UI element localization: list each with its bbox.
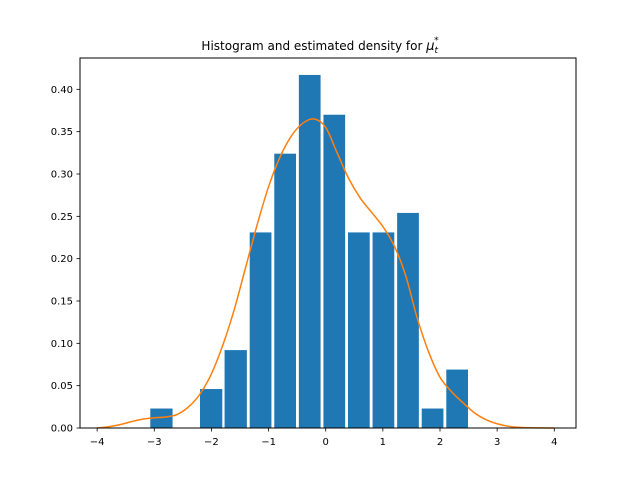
y-tick-label: 0.40 [51, 85, 73, 96]
axes-frame [79, 57, 577, 429]
histogram-bar-4 [274, 153, 296, 429]
x-tick-label: 0 [323, 437, 329, 448]
histogram-bar-2 [224, 350, 247, 428]
y-tick-label: 0.25 [51, 212, 73, 223]
y-axis: 0.00 0.05 0.10 0.15 0.20 0.25 0.30 0.35 0.40 [51, 85, 80, 435]
x-tick-label: 4 [551, 437, 557, 448]
histogram-bar-5 [298, 74, 321, 428]
x-tick-label: 3 [494, 437, 500, 448]
histogram-bar-9 [397, 212, 419, 428]
y-tick-label: 0.10 [51, 339, 73, 350]
y-tick-label: 0.20 [51, 254, 73, 265]
x-tick-label: −2 [204, 437, 219, 448]
histogram-bar-7 [348, 232, 370, 428]
x-tick-label: −1 [261, 437, 276, 448]
x-tick-label: 2 [437, 437, 443, 448]
y-tick-label: 0.00 [51, 424, 73, 435]
histogram-bar-8 [372, 232, 395, 428]
histogram-bar-6 [323, 114, 346, 428]
chart-title-subscript: t [435, 46, 439, 56]
histogram-bar-0 [150, 408, 173, 428]
y-tick-label: 0.15 [51, 296, 73, 307]
chart-title: Histogram and estimated density for μt* [201, 36, 439, 56]
x-axis: −4 −3 −2 −1 0 1 2 3 4 [90, 428, 557, 448]
x-tick-label: −4 [90, 437, 105, 448]
chart-title-math: μ [425, 39, 434, 54]
chart-title-text: Histogram and estimated density for [201, 39, 426, 53]
x-tick-label: 1 [380, 437, 386, 448]
y-tick-label: 0.05 [51, 381, 73, 392]
histogram-bar-1 [200, 389, 223, 428]
chart-title-superscript: * [434, 36, 439, 46]
density-group [97, 118, 555, 429]
bar-group [150, 74, 468, 429]
y-tick-label: 0.35 [51, 127, 73, 138]
histogram-bar-10 [421, 408, 444, 428]
histogram-bar-3 [249, 232, 272, 428]
density-curve [97, 118, 555, 429]
y-tick-label: 0.30 [51, 169, 73, 180]
histogram-bar-11 [446, 369, 468, 428]
x-tick-label: −3 [147, 437, 162, 448]
